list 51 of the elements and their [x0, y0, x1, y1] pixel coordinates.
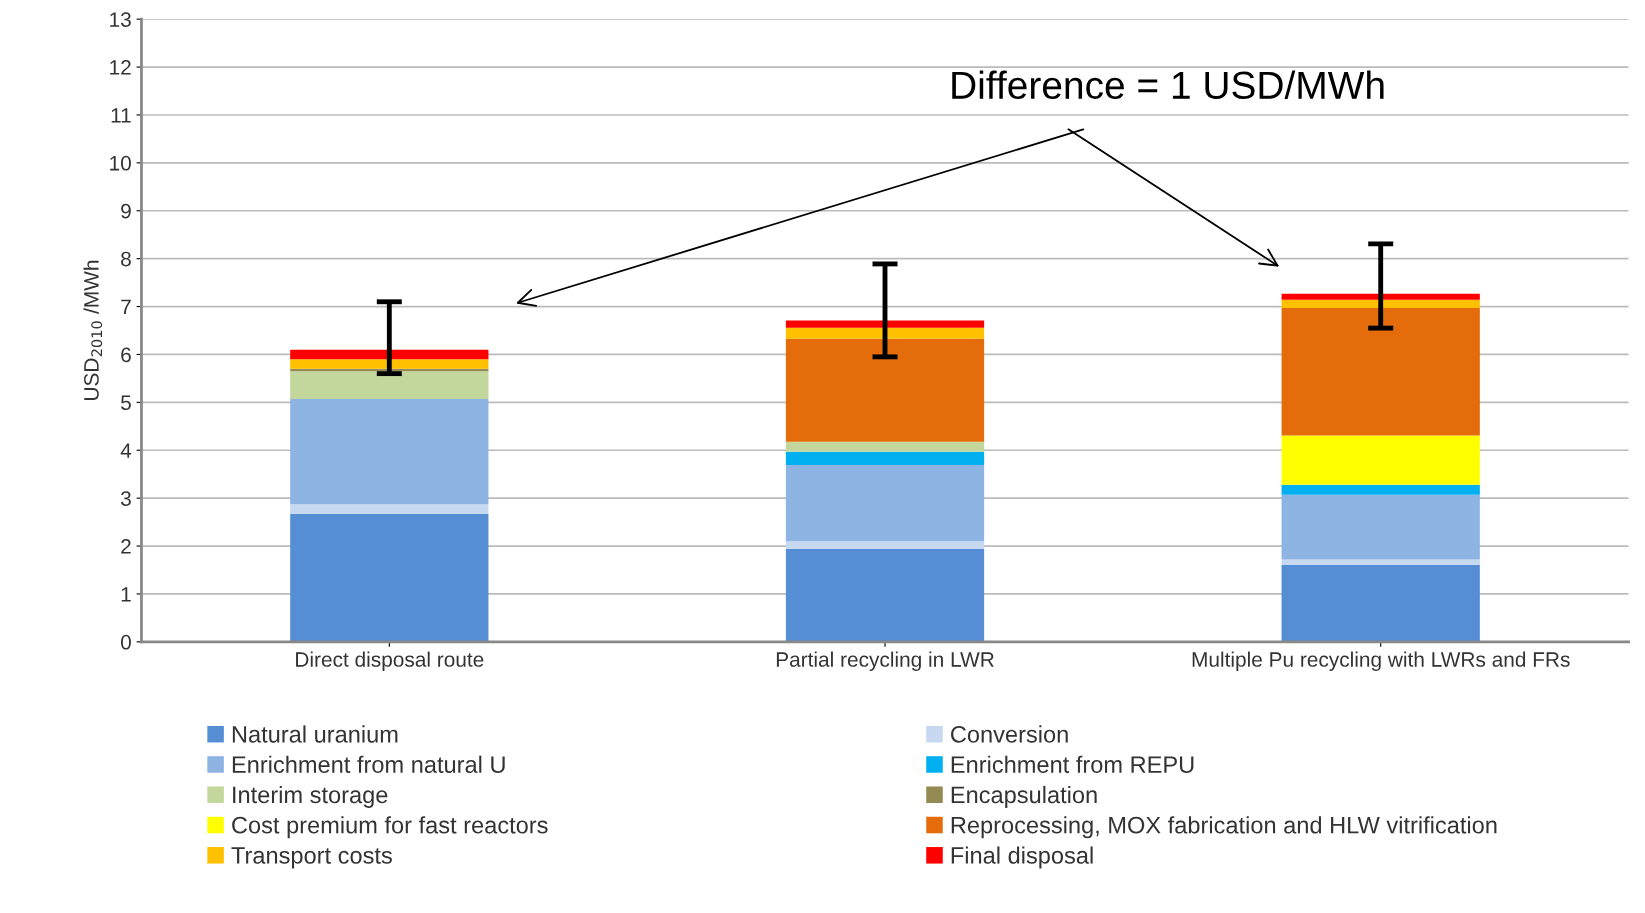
x-tick-label: Partial recycling in LWR	[776, 651, 994, 671]
bar	[785, 320, 985, 328]
y-tick-label: 6	[121, 347, 131, 363]
y-tick-label: 2	[121, 539, 131, 554]
y-axis-title: USD$_{2010}$ /MWh	[83, 260, 103, 400]
bar	[785, 541, 985, 549]
y-tick-label: 8	[121, 251, 131, 267]
bar	[1281, 559, 1480, 565]
legend-label: Reprocessing, MOX fabrication and HLW vitrification	[951, 816, 1497, 839]
bar	[290, 513, 489, 642]
legend-label: Cost premium for fast reactors	[232, 816, 548, 839]
y-tick-label: 1	[121, 587, 131, 602]
legend-label: Natural uranium	[232, 725, 398, 743]
bar	[785, 327, 985, 339]
bar	[1281, 307, 1480, 436]
bar	[290, 359, 489, 369]
bar	[1281, 484, 1480, 495]
y-tick-label: 0	[120, 634, 131, 650]
bar	[785, 451, 985, 466]
bar	[785, 465, 985, 542]
x-tick-label: Multiple Pu recycling with LWRs and FRs	[1192, 651, 1570, 671]
legend-label: Enrichment from natural U	[232, 755, 505, 773]
bar	[1281, 494, 1480, 560]
y-tick-label: 5	[121, 395, 131, 411]
legend-label: Final disposal	[951, 846, 1093, 869]
legend-label: Interim storage	[233, 785, 388, 808]
legend-label: Enrichment from REPU	[951, 755, 1194, 773]
bar	[1281, 435, 1480, 485]
bar	[1281, 293, 1480, 300]
bar	[290, 399, 489, 505]
y-tick-label: 13	[110, 12, 131, 27]
legend-label: Transport costs	[231, 847, 392, 869]
y-tick-label: 12	[110, 60, 131, 75]
bar	[290, 504, 489, 514]
y-tick-label: 11	[111, 108, 131, 123]
annotation: Difference = 1 USD/MWh	[952, 70, 1384, 100]
y-tick-label: 3	[120, 491, 131, 506]
legend-label: Conversion	[951, 725, 1068, 743]
bar	[1281, 299, 1480, 308]
bar	[785, 548, 985, 642]
y-tick-label: 4	[120, 443, 132, 458]
bar	[290, 349, 489, 360]
x-tick-label: Direct disposal route	[296, 651, 484, 671]
bar	[290, 371, 489, 399]
y-tick-label: 7	[121, 299, 131, 315]
bar	[1281, 564, 1480, 642]
bar	[785, 338, 985, 442]
y-tick-label: 9	[121, 203, 131, 219]
y-tick-label: 10	[110, 155, 131, 171]
bar	[785, 441, 985, 452]
legend-label: Encapsulation	[951, 785, 1097, 808]
